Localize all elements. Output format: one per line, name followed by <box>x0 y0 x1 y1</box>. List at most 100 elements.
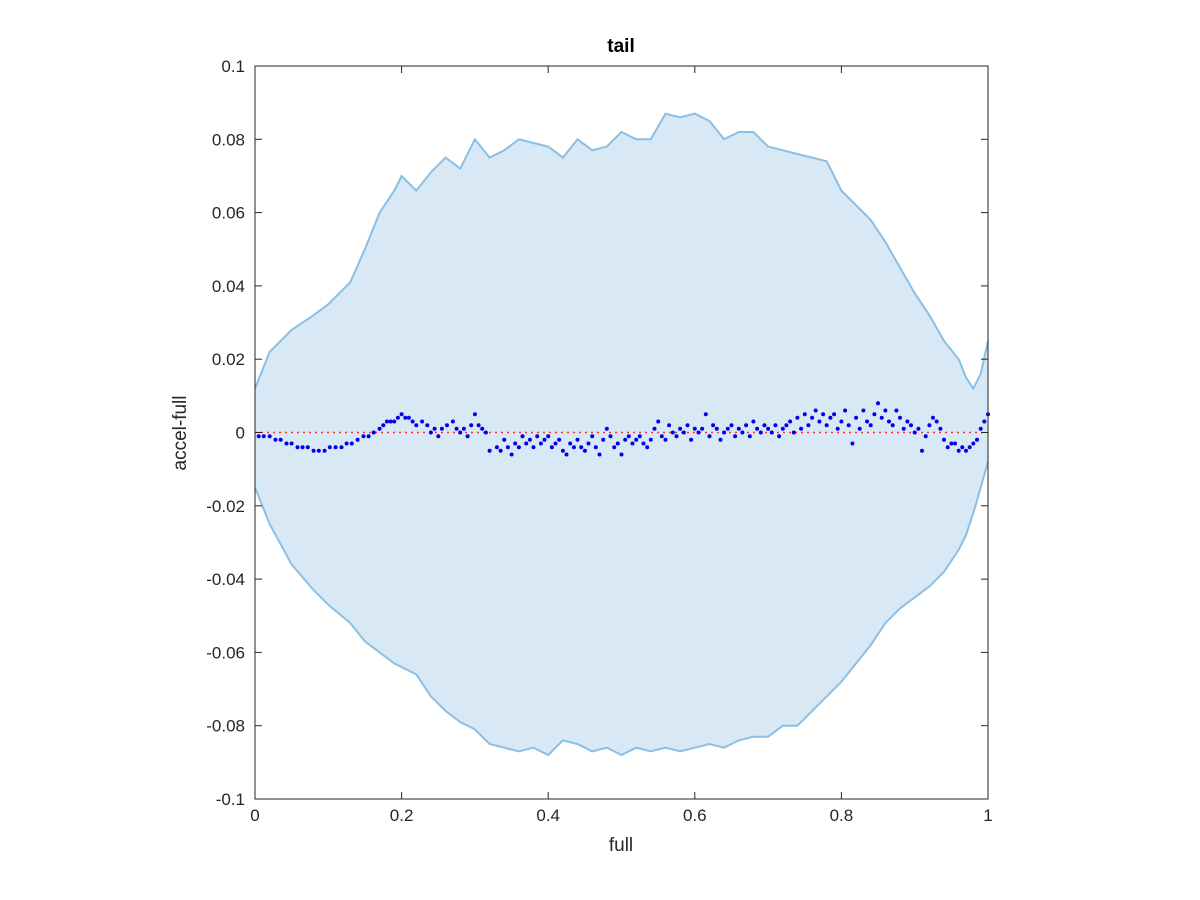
data-point <box>722 430 727 435</box>
data-point <box>546 434 551 439</box>
data-point <box>480 426 485 431</box>
data-point <box>579 445 584 450</box>
data-point <box>755 426 760 431</box>
y-tick-label: -0.06 <box>206 643 245 662</box>
data-point <box>450 419 455 424</box>
y-tick-label: -0.08 <box>206 717 245 736</box>
data-point <box>637 434 642 439</box>
x-tick-label: 0.4 <box>536 806 560 825</box>
data-point <box>744 423 749 428</box>
data-point <box>425 423 430 428</box>
x-tick-label: 1 <box>983 806 992 825</box>
data-point <box>549 445 554 450</box>
data-point <box>887 419 891 424</box>
data-point <box>469 423 474 428</box>
data-point <box>597 452 602 457</box>
data-point <box>267 434 272 439</box>
confidence-band <box>254 112 989 757</box>
band-fill <box>255 113 988 756</box>
data-point <box>802 412 807 417</box>
data-point <box>428 430 433 435</box>
data-point <box>854 415 859 420</box>
data-point <box>590 434 595 439</box>
data-point <box>850 441 855 446</box>
data-point <box>395 415 400 420</box>
data-point <box>458 430 463 435</box>
data-point <box>817 419 822 424</box>
data-point <box>909 423 913 428</box>
data-point <box>305 445 310 450</box>
data-point <box>284 441 289 446</box>
data-point <box>901 426 906 431</box>
data-point <box>828 415 833 420</box>
data-point <box>645 445 650 450</box>
data-point <box>736 426 741 431</box>
data-point <box>810 415 815 420</box>
data-point <box>388 419 393 424</box>
data-point <box>920 448 924 453</box>
data-point <box>956 448 961 453</box>
data-point <box>689 437 694 442</box>
data-point <box>832 412 837 417</box>
data-point <box>931 415 935 420</box>
data-point <box>843 408 848 413</box>
data-point <box>758 430 763 435</box>
data-point <box>652 426 657 431</box>
data-point <box>663 437 668 442</box>
data-point <box>439 426 444 431</box>
y-tick-label: -0.1 <box>216 790 245 809</box>
data-point <box>868 423 873 428</box>
data-point <box>729 423 734 428</box>
data-point <box>516 445 521 450</box>
data-point <box>273 437 278 442</box>
data-point <box>300 445 305 450</box>
data-point <box>339 445 344 450</box>
data-point <box>414 423 419 428</box>
data-point <box>766 426 771 431</box>
data-point <box>788 419 793 424</box>
data-point <box>316 448 321 453</box>
data-point <box>821 412 826 417</box>
data-point <box>641 441 646 446</box>
data-point <box>344 441 349 446</box>
data-point <box>445 423 449 428</box>
data-point <box>557 437 562 442</box>
data-point <box>894 408 899 413</box>
data-point <box>505 445 510 450</box>
data-point <box>392 419 397 424</box>
x-tick-label: 0.6 <box>683 806 707 825</box>
data-point <box>436 434 441 439</box>
data-point <box>714 426 719 431</box>
data-point <box>872 412 877 417</box>
data-point <box>461 426 466 431</box>
y-tick-label: 0 <box>236 424 245 443</box>
x-axis-label: full <box>609 835 633 856</box>
data-point <box>883 408 888 413</box>
data-point <box>634 437 639 442</box>
data-point <box>923 434 928 439</box>
data-point <box>527 437 532 442</box>
data-point <box>777 434 782 439</box>
data-point <box>465 434 470 439</box>
data-point <box>824 423 829 428</box>
data-point <box>571 445 576 450</box>
data-point <box>542 437 547 442</box>
data-point <box>513 441 518 446</box>
y-tick-label: -0.04 <box>206 570 245 589</box>
data-point <box>960 445 965 450</box>
data-point <box>630 441 635 446</box>
data-point <box>945 445 950 450</box>
data-point <box>289 441 294 446</box>
data-point <box>361 434 366 439</box>
data-point <box>707 434 712 439</box>
data-point <box>685 423 690 428</box>
data-point <box>601 437 606 442</box>
y-tick-label: 0.04 <box>212 277 245 296</box>
data-point <box>953 441 957 446</box>
data-point <box>311 448 316 453</box>
data-point <box>681 430 686 435</box>
data-point <box>700 426 705 431</box>
data-point <box>762 423 767 428</box>
data-point <box>381 423 386 428</box>
